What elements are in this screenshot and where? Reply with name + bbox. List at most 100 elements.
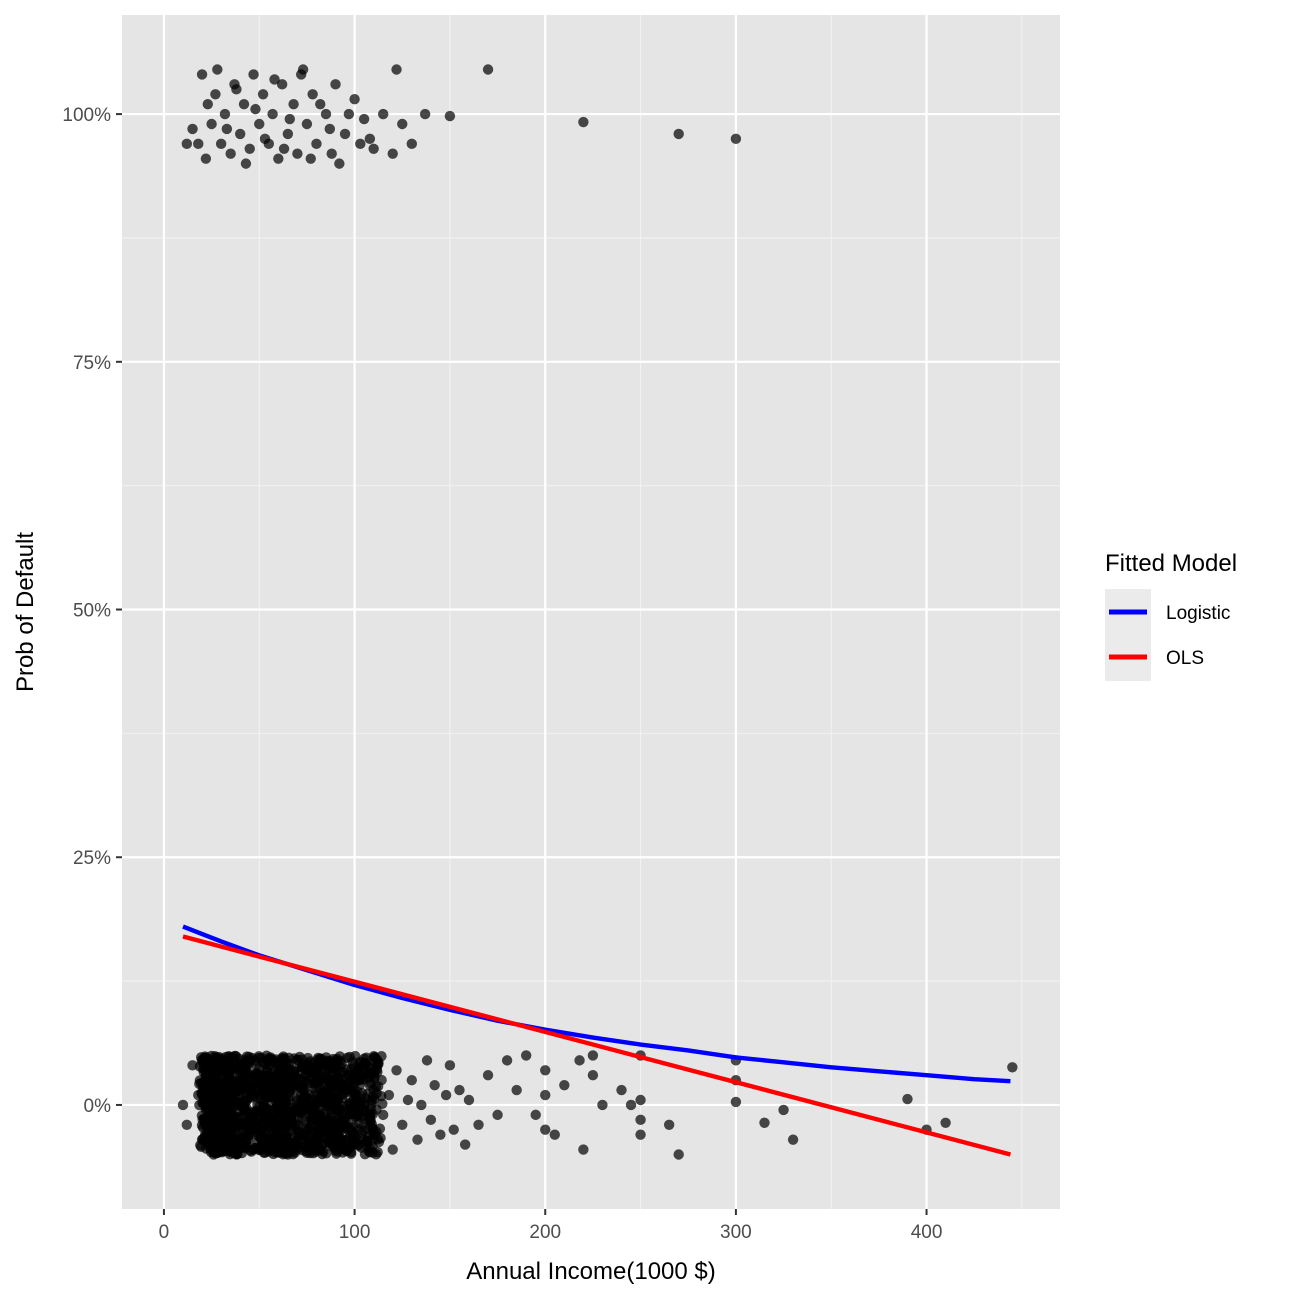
point-no-default [343,1123,355,1135]
point-default [267,108,278,120]
point-default [387,148,398,159]
point-no-default [288,1075,299,1086]
y-tick-label: 100% [62,105,111,126]
point-no-default [264,1140,276,1151]
legend-label-logistic: Logistic [1166,603,1230,624]
point-default [397,118,408,130]
point-default [315,98,326,110]
point-no-default [482,1070,494,1081]
point-no-default [247,1087,259,1098]
point-no-default [305,1067,316,1078]
point-no-default [324,1117,335,1129]
point-default [210,89,221,100]
point-default [305,153,316,164]
point-default [364,133,376,145]
point-no-default [940,1117,951,1128]
plot-panel [122,15,1060,1209]
point-no-default [204,1064,215,1075]
point-default [578,116,589,128]
point-no-default [269,1117,280,1128]
point-no-default [635,1129,646,1140]
point-no-default [435,1129,446,1140]
point-default [221,123,233,135]
point-no-default [1007,1062,1018,1073]
point-no-default [373,1057,384,1068]
point-no-default [597,1099,608,1111]
point-default [368,143,379,154]
x-tick-label: 300 [720,1222,752,1243]
legend-label-ols: OLS [1166,648,1204,669]
point-no-default [902,1093,913,1105]
point-no-default [340,1111,351,1122]
point-default [202,98,213,110]
point-default [391,64,402,75]
grid-minor [122,15,1060,1209]
point-no-default [289,1066,300,1077]
point-no-default [362,1088,373,1100]
point-no-default [587,1070,599,1081]
y-tick-label: 75% [73,353,111,374]
point-no-default [663,1119,675,1130]
point-no-default [635,1114,646,1126]
point-no-default [276,1140,287,1151]
x-tick-label: 200 [529,1222,561,1243]
point-default [406,138,417,150]
point-no-default [226,1137,237,1149]
point-no-default [358,1118,370,1130]
x-tick-label: 400 [911,1222,943,1243]
point-no-default [264,1081,275,1092]
point-default [297,64,309,75]
point-no-default [267,1105,278,1116]
point-no-default [241,1102,252,1114]
y-tick-label: 0% [84,1096,112,1117]
point-no-default [425,1114,437,1126]
point-default [339,128,351,140]
point-default [193,138,204,150]
point-default [259,133,271,145]
point-no-default [387,1144,398,1155]
point-no-default [257,1057,269,1068]
point-no-default [250,1078,262,1089]
point-no-default [200,1052,212,1063]
point-default [196,69,208,80]
point-no-default [225,1076,237,1087]
point-no-default [635,1094,646,1106]
point-no-default [412,1134,423,1145]
point-no-default [227,1108,238,1120]
point-no-default [242,1059,254,1070]
point-no-default [277,1149,289,1160]
point-no-default [210,1104,221,1116]
point-default [326,148,337,159]
point-no-default [501,1055,513,1066]
point-no-default [280,1084,292,1095]
point-no-default [368,1129,380,1140]
point-no-default [454,1084,465,1096]
point-no-default [292,1054,303,1066]
point-default [358,113,370,125]
point-no-default [559,1079,570,1091]
point-default [244,143,255,154]
point-default [419,108,431,120]
point-no-default [255,1131,266,1143]
point-no-default [278,1068,289,1079]
point-no-default [181,1119,193,1130]
point-no-default [211,1096,223,1108]
point-default [269,74,280,85]
point-no-default [540,1089,551,1101]
point-no-default [177,1099,189,1111]
point-no-default [332,1064,343,1076]
point-no-default [549,1129,560,1140]
point-no-default [354,1066,365,1078]
point-no-default [371,1104,382,1115]
point-no-default [459,1139,471,1150]
point-default [248,69,259,80]
point-no-default [492,1109,503,1121]
point-no-default [359,1149,371,1160]
point-no-default [787,1134,799,1145]
point-no-default [349,1050,361,1062]
point-no-default [759,1117,770,1128]
point-no-default [429,1079,440,1091]
point-no-default [250,1069,261,1081]
point-no-default [245,1145,256,1156]
